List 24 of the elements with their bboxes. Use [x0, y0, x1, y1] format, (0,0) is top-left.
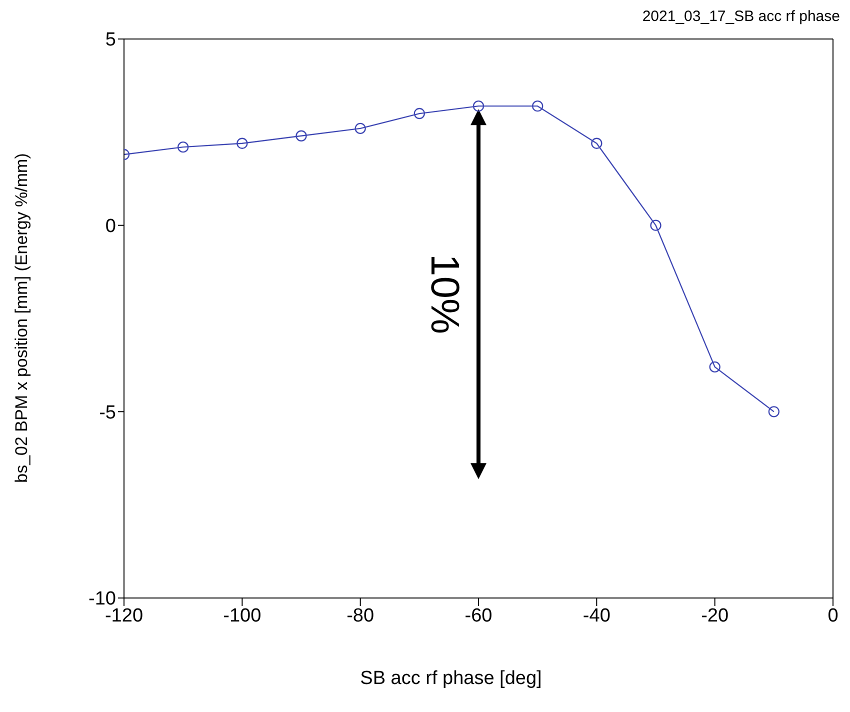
point — [472, 100, 484, 112]
y-axis-title: bs_02 BPM x position [mm] (Energy %/mm) — [12, 153, 32, 483]
point — [709, 361, 720, 373]
y-tick-label: -5 — [99, 402, 116, 424]
y-tick-label: 5 — [105, 30, 116, 51]
x-tick-label: -20 — [701, 605, 729, 626]
point — [650, 220, 662, 231]
x-tick-label: -80 — [346, 605, 374, 626]
annotation: 10% — [422, 254, 466, 334]
point — [177, 141, 189, 153]
point — [296, 130, 307, 142]
point — [768, 406, 780, 418]
y-tick-label: 0 — [105, 216, 116, 238]
x-tick-label: -60 — [464, 605, 492, 626]
point — [414, 108, 426, 120]
point — [354, 122, 366, 134]
x-tick-label: -40 — [582, 605, 610, 626]
x-tick-label: -100 — [223, 605, 262, 626]
point — [532, 100, 544, 112]
chart-title: 2021_03_17_SB acc rf phase — [642, 8, 840, 25]
x-tick-label: 0 — [828, 605, 838, 626]
point — [591, 138, 602, 149]
point — [236, 138, 248, 149]
x-axis-title: SB acc rf phase [deg] — [359, 668, 543, 690]
